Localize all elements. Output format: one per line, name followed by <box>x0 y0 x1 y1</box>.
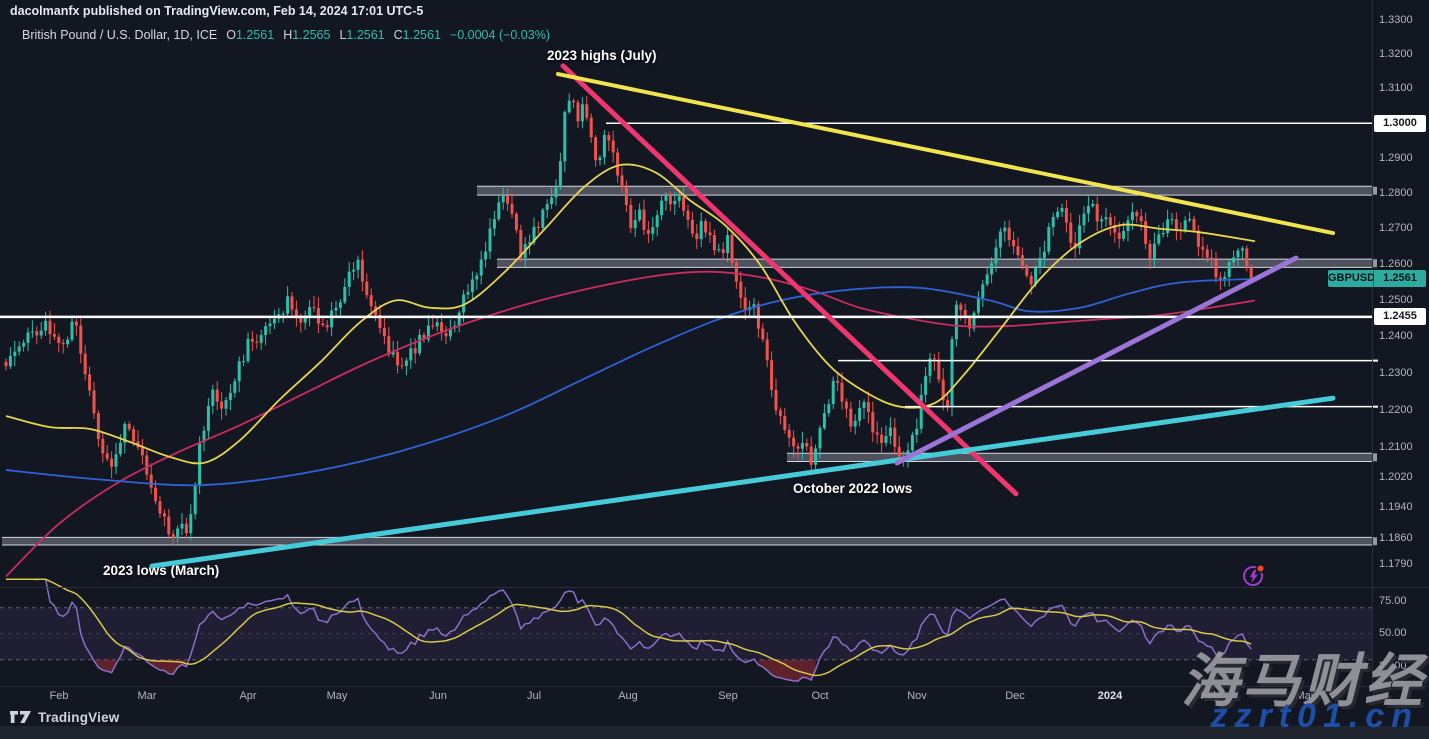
price-tick: 1.2200 <box>1379 403 1413 416</box>
events-lightning-icon[interactable] <box>1240 562 1267 589</box>
annotation-2023-highs: 2023 highs (July) <box>547 48 657 63</box>
price-axis-border <box>1372 0 1373 686</box>
time-axis-label: Sep <box>718 690 738 702</box>
price-tick: 1.2400 <box>1379 330 1413 343</box>
price-tick: 1.1940 <box>1379 501 1413 514</box>
price-tick: 1.2300 <box>1379 366 1413 379</box>
time-axis-label: Apr <box>239 690 257 702</box>
symbol-title: British Pound / U.S. Dollar, 1D, ICE <box>22 28 218 42</box>
time-axis[interactable]: Feb Mar Apr May Jun Jul Aug Sep Oct Nov Dec 2024 Feb… <box>0 686 1372 708</box>
pane-separator-main-rsi[interactable] <box>0 587 1429 588</box>
annotation-2023-lows-march: 2023 lows (March) <box>103 563 220 578</box>
price-line-label: 1.3000 <box>1374 114 1426 132</box>
price-tick: 1.2900 <box>1379 151 1413 164</box>
high-value: H1.2565 <box>283 28 331 42</box>
candles-layer <box>4 93 1253 546</box>
price-tick: 1.2800 <box>1379 186 1413 199</box>
rsi-level-label: 75.00 <box>1379 594 1407 607</box>
tradingview-logo-text[interactable]: TradingView <box>38 709 120 725</box>
price-tick: 1.1860 <box>1379 531 1413 544</box>
change-value: −0.0004 (−0.03%) <box>449 28 550 42</box>
time-axis-label: Dec <box>1005 690 1025 702</box>
price-tick: 1.3100 <box>1379 82 1413 95</box>
price-line-label: 1.2455 <box>1374 308 1426 326</box>
price-tick: 1.1790 <box>1379 558 1413 571</box>
time-axis-label: Feb <box>49 690 69 702</box>
price-tick: 1.3300 <box>1379 13 1413 26</box>
time-axis-label: May <box>326 690 348 702</box>
time-axis-label: Feb <box>1200 690 1220 702</box>
price-axis[interactable]: 1.3300 1.3200 1.3100 1.2900 1.2800 1.2700 1.26… <box>1373 0 1429 686</box>
rsi-level-label: 50.00 <box>1379 627 1407 640</box>
pane-separator-rsi-timeaxis <box>0 686 1429 687</box>
low-value: L1.2561 <box>339 28 385 42</box>
time-axis-label: Aug <box>618 690 638 702</box>
last-price-symbol-label: GBPUSD <box>1328 270 1375 288</box>
bottom-strip <box>0 726 1429 739</box>
watermark-url: zzrt01.cn <box>1210 697 1419 735</box>
last-price-value-label: 1.2561 <box>1374 270 1426 288</box>
watermark-chinese: 海马财经 <box>1180 649 1425 714</box>
publisher-line: dacolmanfx published on TradingView.com,… <box>10 4 424 18</box>
price-tick: 1.2700 <box>1379 222 1413 235</box>
price-tick: 1.2600 <box>1379 258 1413 270</box>
time-axis-label: 2024 <box>1097 690 1123 702</box>
footer-bar: TradingView <box>0 708 1429 726</box>
time-axis-label: Oct <box>811 690 829 702</box>
open-value: O1.2561 <box>226 28 275 42</box>
tradingview-logo-icon[interactable] <box>10 710 32 724</box>
time-axis-label: Nov <box>907 690 927 702</box>
price-tick: 1.3200 <box>1379 47 1413 60</box>
close-value: C1.2561 <box>393 28 441 42</box>
price-tick: 1.2500 <box>1379 294 1413 307</box>
time-axis-label: Jul <box>526 690 542 702</box>
price-tick: 1.2020 <box>1379 471 1413 484</box>
rsi-level-label: 25.00 <box>1379 659 1407 672</box>
price-tick: 1.2100 <box>1379 441 1413 454</box>
time-axis-label: Mar <box>1295 690 1315 702</box>
time-axis-label: Mar <box>137 690 157 702</box>
annotation-october-2022-lows: October 2022 lows <box>793 481 913 496</box>
symbol-info-bar: British Pound / U.S. Dollar, 1D, ICE O1.… <box>22 28 550 42</box>
time-axis-label: Jun <box>429 690 447 702</box>
